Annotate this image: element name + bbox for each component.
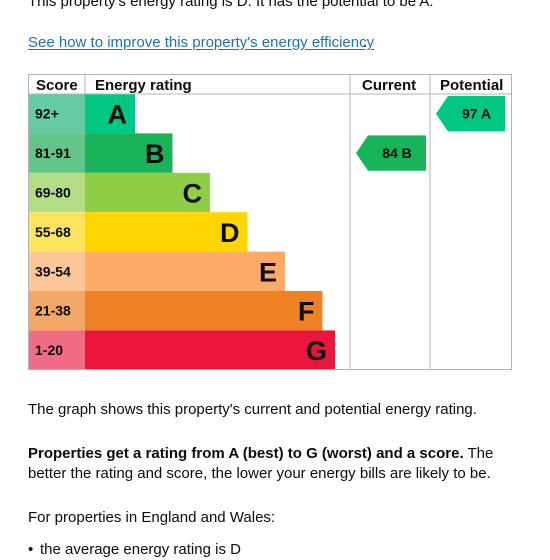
rating-explainer-bold: Properties get a rating from A (best) to… — [28, 445, 464, 462]
header-current: Current — [362, 77, 416, 94]
energy-rating-chart: Score Energy rating Current Potential 92+ A 81… — [28, 74, 512, 370]
band-letter-b: B — [145, 139, 165, 169]
score-label-d: 55-68 — [35, 224, 71, 240]
band-bar-e — [85, 251, 285, 291]
score-cell-f — [28, 291, 85, 331]
potential-rating-arrow — [436, 96, 505, 132]
band-bar-g — [85, 330, 335, 370]
band-letter-c: C — [183, 179, 203, 209]
score-cell-d — [28, 212, 85, 252]
rating-explainer: Properties get a rating from A (best) to… — [28, 444, 522, 484]
improve-link-period: . — [363, 34, 368, 51]
score-cell-e — [28, 251, 85, 291]
band-letter-g: G — [306, 336, 327, 366]
improve-efficiency-link[interactable]: See how to improve this property's energ… — [28, 34, 375, 51]
band-bar-a — [85, 94, 135, 134]
header-score: Score — [36, 77, 78, 94]
band-letter-f: F — [298, 297, 315, 327]
energy-rating-chart-svg: Score Energy rating Current Potential 92+ A 81… — [28, 74, 512, 370]
current-rating-arrow — [356, 135, 426, 171]
band-bar-b — [85, 133, 173, 173]
graph-description: The graph shows this property's current … — [28, 401, 477, 418]
score-cell-c — [28, 172, 85, 213]
score-label-b: 81-91 — [35, 145, 71, 161]
average-rating-bullet: the average energy rating is D — [28, 540, 241, 560]
score-label-f: 21-38 — [35, 303, 71, 319]
potential-rating-arrow-label: 97 A — [462, 106, 491, 122]
intro-text: This property's energy rating is D. It h… — [28, 0, 434, 10]
band-bar-f — [85, 291, 323, 331]
rating-explainer-rest: The better the rating and score, the low… — [28, 445, 494, 482]
band-bar-d — [85, 212, 248, 252]
chart-border — [28, 74, 512, 370]
score-cell-g — [28, 330, 85, 370]
band-bar-c — [85, 172, 210, 213]
band-letter-a: A — [108, 100, 128, 130]
score-cell-a — [28, 94, 85, 134]
score-label-a: 92+ — [35, 106, 59, 122]
score-label-g: 1-20 — [35, 342, 63, 358]
score-label-c: 69-80 — [35, 185, 71, 201]
current-rating-arrow-label: 84 B — [382, 145, 412, 161]
header-potential: Potential — [440, 77, 503, 94]
band-letter-e: E — [259, 257, 277, 287]
england-wales-heading: For properties in England and Wales: — [28, 509, 276, 526]
band-letter-d: D — [220, 218, 240, 248]
header-energy-rating: Energy rating — [95, 77, 192, 94]
score-cell-b — [28, 133, 85, 173]
score-label-e: 39-54 — [35, 263, 71, 279]
